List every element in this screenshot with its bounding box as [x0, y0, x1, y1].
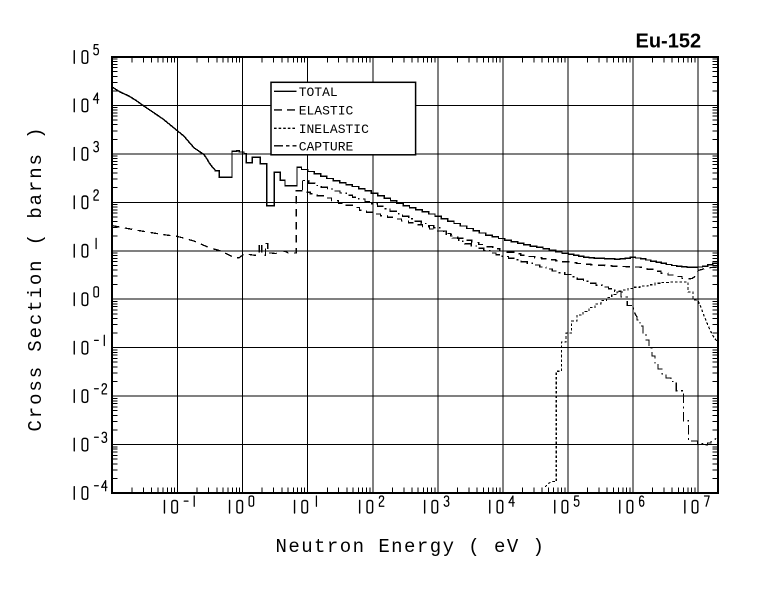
svg-text:INELASTIC: INELASTIC — [299, 122, 369, 137]
svg-text:Neutron Energy ( eV ): Neutron Energy ( eV ) — [276, 536, 546, 558]
svg-text:CAPTURE: CAPTURE — [299, 139, 354, 154]
svg-text:ELASTIC: ELASTIC — [299, 104, 354, 119]
svg-text:Cross Section ( barns ): Cross Section ( barns ) — [25, 126, 47, 432]
svg-text:TOTAL: TOTAL — [299, 85, 338, 100]
svg-text:Eu-152: Eu-152 — [636, 30, 702, 52]
